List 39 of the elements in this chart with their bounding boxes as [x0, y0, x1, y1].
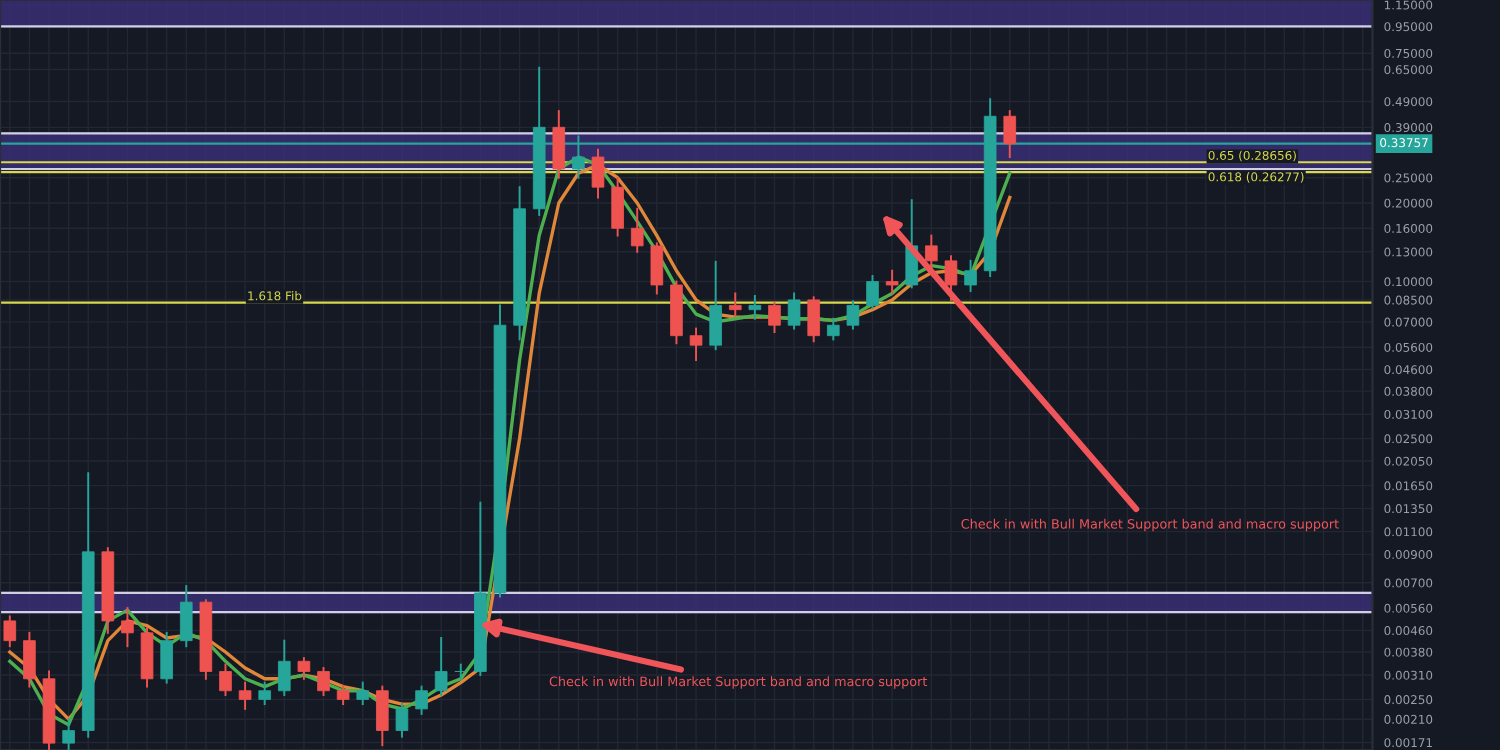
candlestick	[258, 681, 271, 706]
candlestick	[376, 685, 389, 747]
candlestick	[630, 207, 644, 253]
candlestick	[23, 631, 36, 688]
candlestick	[1003, 110, 1017, 159]
candlestick	[297, 657, 311, 680]
candlestick	[179, 585, 193, 648]
candlestick	[591, 148, 605, 199]
candlestick	[689, 327, 703, 362]
candlestick	[121, 607, 134, 648]
candlestick	[709, 260, 722, 351]
candlestick	[846, 300, 860, 330]
candlestick	[219, 663, 232, 696]
candlestick	[748, 295, 762, 320]
candlestick	[925, 234, 938, 272]
candlestick	[395, 703, 409, 738]
candlestick	[552, 110, 566, 179]
candlestick	[768, 301, 781, 334]
candlestick	[356, 681, 370, 706]
candlestick	[434, 637, 448, 696]
candlestick	[317, 667, 330, 696]
candlestick	[827, 317, 840, 341]
candlestick	[807, 296, 820, 343]
candlestick	[3, 615, 17, 648]
candlestick	[454, 663, 468, 680]
candlestick	[278, 639, 291, 696]
candlestick	[650, 242, 664, 295]
candlestick	[140, 626, 154, 688]
candlestick	[944, 255, 958, 301]
candlestick	[964, 259, 977, 292]
candlestick	[866, 275, 879, 310]
candlestick	[787, 292, 801, 330]
candlestick	[885, 269, 899, 295]
candlestick	[611, 176, 624, 237]
candlestick	[415, 685, 428, 715]
candlestick	[160, 631, 173, 684]
candlestick	[62, 718, 75, 750]
candlestick	[238, 681, 252, 710]
candlestick	[728, 292, 742, 317]
